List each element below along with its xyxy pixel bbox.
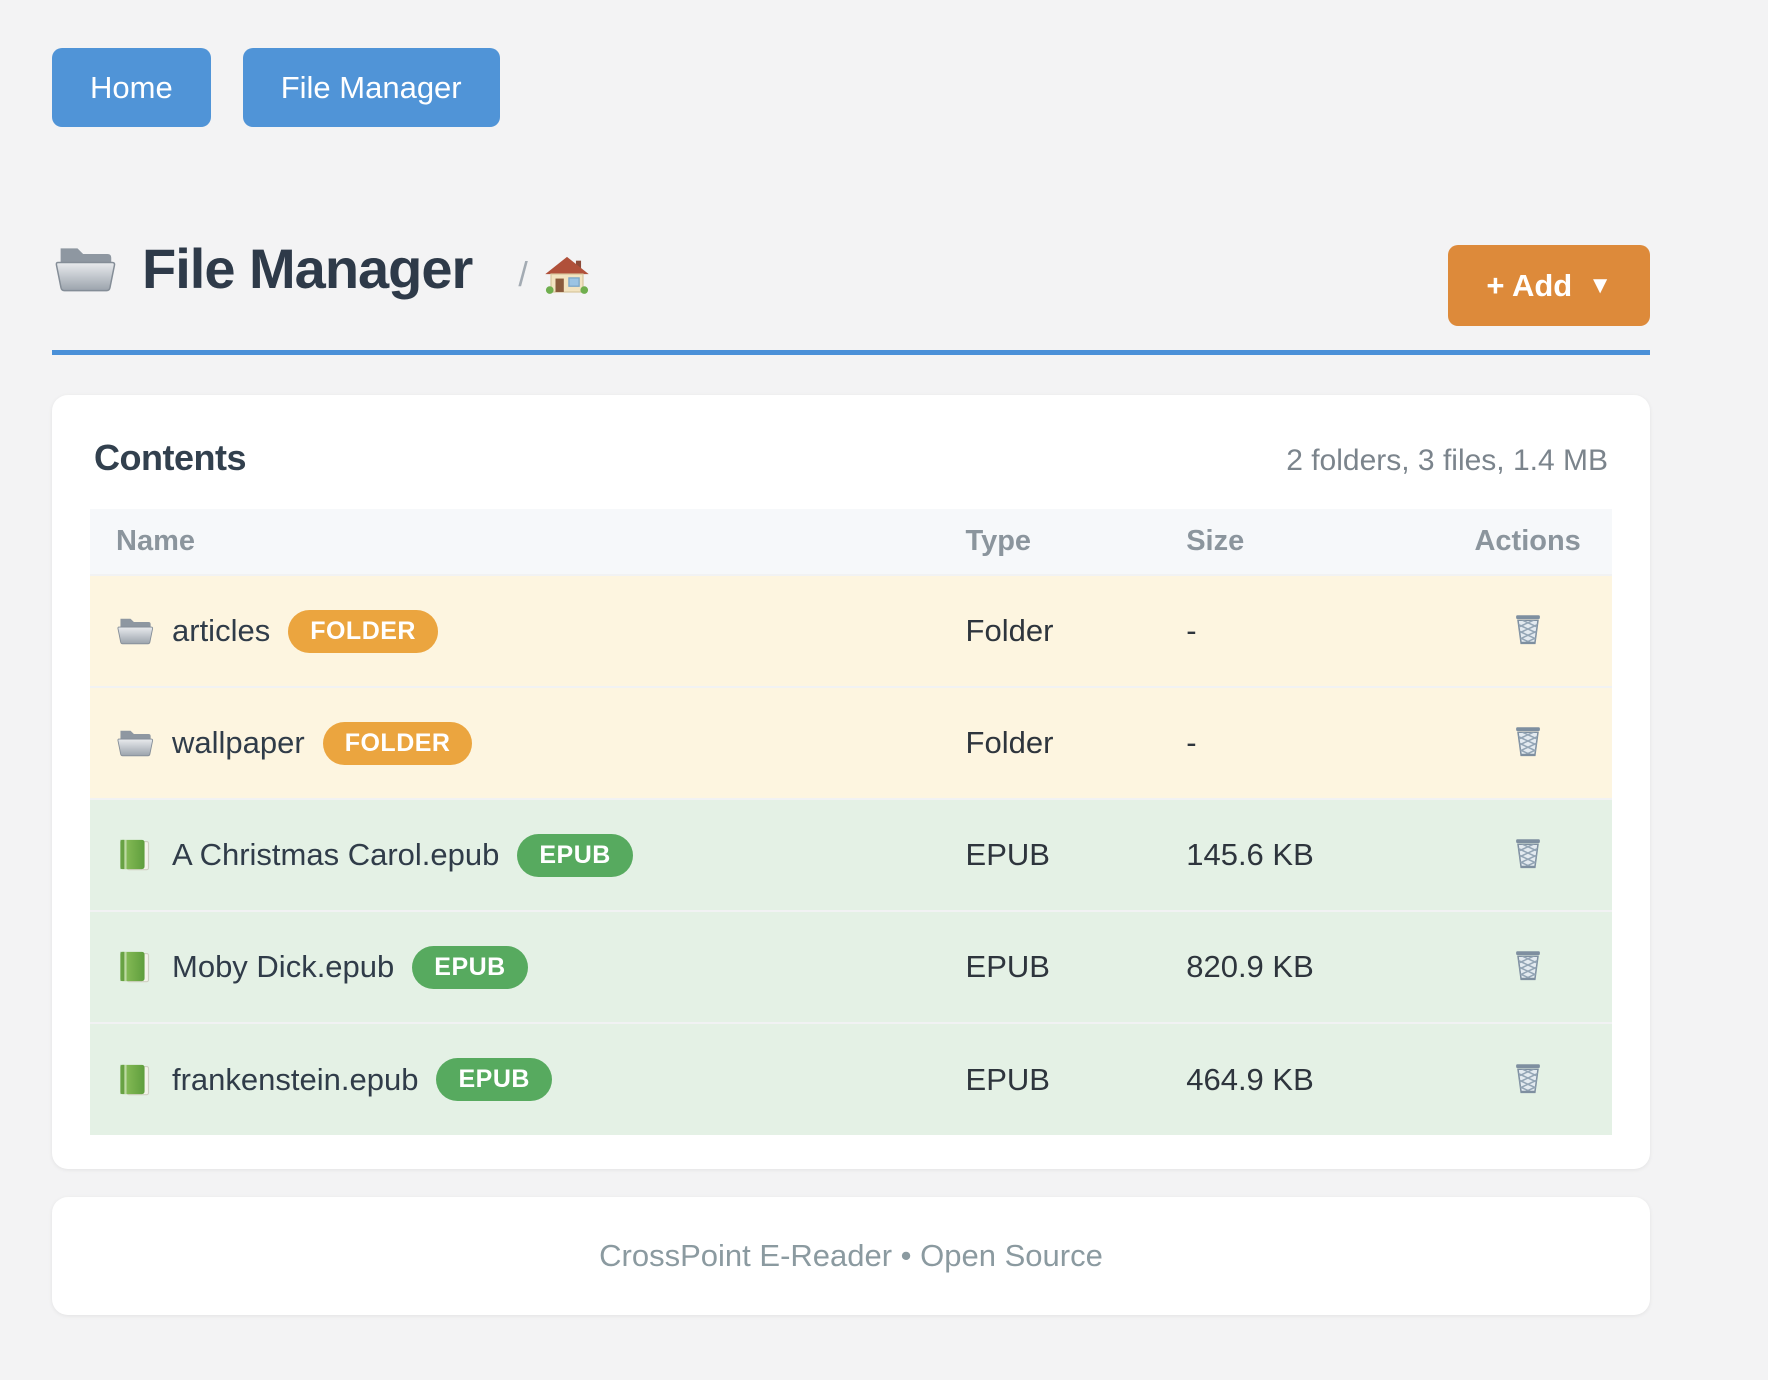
page: Home File Manager File Manager / + Add ▼… xyxy=(52,48,1650,1315)
column-header-type: Type xyxy=(957,509,1179,575)
file-name[interactable]: frankenstein.epub xyxy=(172,1061,419,1097)
file-name[interactable]: A Christmas Carol.epub xyxy=(172,837,500,872)
table-row[interactable]: articles FOLDER Folder - xyxy=(90,574,1612,687)
trash-icon xyxy=(1508,945,1548,985)
book-icon xyxy=(116,837,154,873)
table-row[interactable]: A Christmas Carol.epub EPUB EPUB 145.6 K… xyxy=(90,798,1612,911)
trash-icon xyxy=(1508,833,1548,873)
add-button-label: + Add xyxy=(1486,268,1573,303)
folder-icon xyxy=(116,725,154,761)
file-name[interactable]: articles xyxy=(172,613,271,648)
delete-button[interactable] xyxy=(1504,605,1552,653)
size-cell: - xyxy=(1178,574,1392,687)
size-cell: - xyxy=(1178,686,1392,799)
contents-card: Contents 2 folders, 3 files, 1.4 MB Name… xyxy=(52,395,1650,1169)
table-row[interactable]: wallpaper FOLDER Folder - xyxy=(90,686,1612,799)
folder-icon xyxy=(116,613,154,649)
column-header-name: Name xyxy=(90,509,958,575)
type-cell: EPUB xyxy=(957,910,1179,1023)
type-badge: EPUB xyxy=(517,833,633,877)
contents-table-body: articles FOLDER Folder - wallpaper FOLDE… xyxy=(90,574,1612,1135)
contents-card-head: Contents 2 folders, 3 files, 1.4 MB xyxy=(90,437,1612,479)
type-cell: Folder xyxy=(957,574,1179,687)
page-header: File Manager / + Add ▼ xyxy=(52,235,1650,326)
type-cell: Folder xyxy=(957,686,1179,799)
trash-icon xyxy=(1508,609,1548,649)
type-cell: EPUB xyxy=(957,798,1179,911)
file-name[interactable]: Moby Dick.epub xyxy=(172,949,395,984)
type-badge: FOLDER xyxy=(288,609,438,653)
top-nav: Home File Manager xyxy=(52,48,1650,127)
book-icon xyxy=(116,1062,154,1098)
delete-button[interactable] xyxy=(1504,941,1552,989)
file-name[interactable]: wallpaper xyxy=(172,725,305,760)
trash-icon xyxy=(1508,721,1548,761)
type-badge: EPUB xyxy=(436,1058,552,1101)
footer-card: CrossPoint E-Reader • Open Source xyxy=(52,1197,1650,1315)
size-cell: 820.9 KB xyxy=(1178,910,1392,1023)
size-cell: 464.9 KB xyxy=(1178,1022,1392,1135)
type-cell: EPUB xyxy=(957,1022,1179,1135)
size-cell: 145.6 KB xyxy=(1178,798,1392,911)
table-row[interactable]: frankenstein.epub EPUB EPUB 464.9 KB xyxy=(90,1022,1612,1135)
header-divider xyxy=(52,350,1650,355)
trash-icon xyxy=(1508,1058,1548,1098)
breadcrumb-separator: / xyxy=(518,256,528,295)
table-row[interactable]: Moby Dick.epub EPUB EPUB 820.9 KB xyxy=(90,910,1612,1023)
nav-home-button[interactable]: Home xyxy=(52,48,211,127)
type-badge: EPUB xyxy=(412,945,528,989)
nav-file-manager-button[interactable]: File Manager xyxy=(242,48,500,127)
column-header-actions: Actions xyxy=(1391,509,1612,575)
column-header-size: Size xyxy=(1178,509,1392,575)
contents-title: Contents xyxy=(94,437,247,478)
type-badge: FOLDER xyxy=(322,721,473,765)
chevron-down-icon: ▼ xyxy=(1588,271,1612,299)
house-icon[interactable] xyxy=(544,255,590,297)
table-header-row: Name Type Size Actions xyxy=(90,509,1612,575)
contents-table: Name Type Size Actions articles FOLDER F… xyxy=(90,509,1612,1135)
footer-text: CrossPoint E-Reader • Open Source xyxy=(599,1238,1103,1273)
title-group: File Manager / xyxy=(52,235,590,302)
book-icon xyxy=(116,949,154,985)
delete-button[interactable] xyxy=(1504,829,1552,877)
contents-summary: 2 folders, 3 files, 1.4 MB xyxy=(1286,444,1608,477)
page-title: File Manager xyxy=(142,237,473,300)
add-button[interactable]: + Add ▼ xyxy=(1448,245,1650,326)
folder-icon xyxy=(52,239,118,299)
breadcrumb: / xyxy=(518,255,589,297)
delete-button[interactable] xyxy=(1504,1054,1552,1102)
delete-button[interactable] xyxy=(1504,717,1552,765)
